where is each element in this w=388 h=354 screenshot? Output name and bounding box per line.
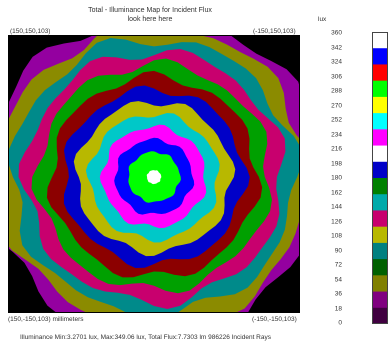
scale-tick-label: 144	[331, 203, 342, 211]
legend-swatch-3	[372, 64, 388, 82]
legend-swatch-2	[372, 48, 388, 65]
corner-label-bottom-right: (-150,-150,103)	[252, 316, 297, 323]
scale-tick-label: 252	[331, 116, 342, 124]
legend-swatch-14	[372, 242, 388, 260]
scale-tick-label: 360	[331, 29, 342, 37]
contour-band-13	[146, 170, 162, 185]
legend-swatch-9	[372, 161, 388, 179]
legend-swatch-4	[372, 80, 388, 98]
corner-label-top-left: (150,150,103)	[10, 28, 51, 35]
scale-tick-label: 126	[331, 218, 342, 225]
scale-unit-label: lux	[318, 16, 327, 23]
scale-tick-label: 72	[334, 261, 342, 269]
scale-tick-label: 270	[331, 102, 342, 109]
scale-tick-label: 54	[334, 276, 342, 283]
legend-swatch-5	[372, 96, 388, 114]
scale-tick-label: 324	[331, 58, 342, 66]
scale-tick-label: 36	[334, 290, 342, 298]
legend-swatch-12	[372, 210, 388, 228]
corner-label-top-right: (-150,150,103)	[253, 28, 296, 35]
illuminance-map[interactable]	[8, 35, 300, 313]
scale-tick-label: 18	[334, 305, 342, 312]
map-title-line1: Total - Illuminance Map for Incident Flu…	[88, 7, 212, 14]
scale-tick-label: 90	[334, 247, 342, 254]
legend-swatch-18	[372, 307, 388, 324]
legend-swatch-10	[372, 178, 388, 195]
statistics-footer: Illuminance Min:3.2701 lux, Max:349.06 l…	[20, 334, 271, 341]
legend-swatch-7	[372, 129, 388, 147]
legend-swatch-6	[372, 113, 388, 130]
scale-tick-label: 288	[331, 87, 342, 95]
scale-tick-label: 342	[331, 44, 342, 51]
corner-label-bottom-left: (150,-150,103) millimeters	[8, 316, 84, 323]
legend-swatch-13	[372, 226, 388, 244]
scale-tick-label: 198	[331, 160, 342, 167]
scale-tick-label: 216	[331, 145, 342, 153]
map-title-line2: look here here	[127, 16, 173, 23]
scale-tick-label: 0	[338, 319, 342, 327]
legend-swatch-17	[372, 291, 388, 309]
legend-swatch-11	[372, 194, 388, 211]
illuminance-scale: 360 342 324 306 288 270 252 234 216 198 180 162 144 1…	[318, 25, 342, 327]
scale-tick-label: 234	[331, 131, 342, 138]
scale-tick-label: 162	[331, 189, 342, 196]
color-legend-bar	[372, 32, 388, 324]
legend-swatch-15	[372, 259, 388, 276]
map-title: Total - Illuminance Map for Incident Flu…	[0, 6, 300, 24]
scale-tick-label: 306	[331, 73, 342, 80]
legend-swatch-16	[372, 275, 388, 293]
scale-tick-label: 180	[331, 174, 342, 182]
scale-tick-label: 108	[331, 232, 342, 240]
legend-swatch-1	[372, 32, 388, 49]
legend-swatch-8	[372, 145, 388, 163]
map-border	[8, 35, 300, 313]
